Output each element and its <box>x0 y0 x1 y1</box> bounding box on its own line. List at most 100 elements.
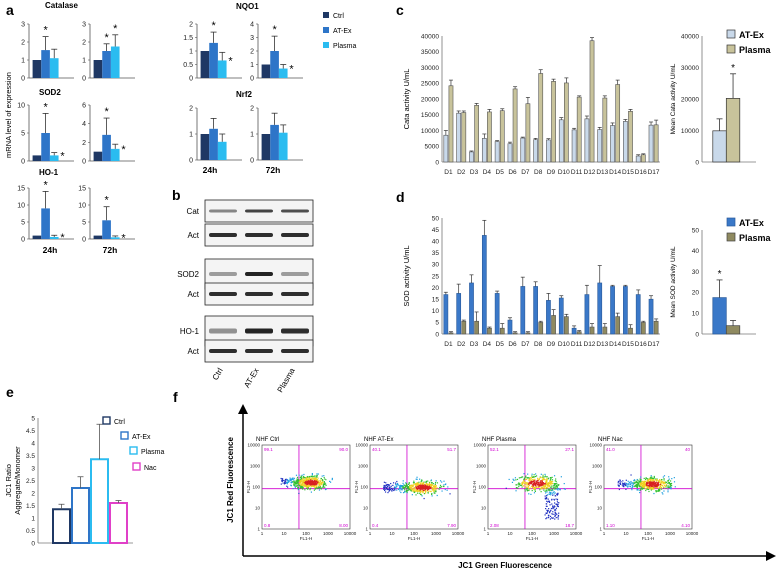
event-dot <box>538 478 540 480</box>
event-dot <box>286 478 289 481</box>
event-dot <box>530 487 532 489</box>
y-tick-label: 1 <box>483 527 486 532</box>
legend-label-ctrl: Ctrl <box>114 419 125 426</box>
event-dot <box>623 484 625 486</box>
event-dot <box>648 478 650 481</box>
y-tick-label: 10 <box>17 203 25 210</box>
event-dot <box>656 478 658 480</box>
event-dot <box>415 488 417 490</box>
event-dot <box>531 484 534 486</box>
event-dot <box>533 481 535 483</box>
event-dot <box>548 511 551 513</box>
event-dot <box>555 498 557 500</box>
y-axis-label: SOD activity U/mL <box>402 245 411 306</box>
event-dot <box>415 486 417 488</box>
event-dot <box>432 486 435 488</box>
event-dot <box>432 488 435 491</box>
event-dot <box>548 514 550 516</box>
event-dot <box>438 488 440 490</box>
y-tick-label: 2 <box>31 490 35 497</box>
blot-row-label: Cat <box>187 207 200 216</box>
event-dot <box>527 477 529 479</box>
y-tick-label: 35000 <box>421 49 439 56</box>
event-dot <box>554 480 556 482</box>
event-dot <box>393 489 395 492</box>
event-dot <box>281 480 284 482</box>
event-dot <box>563 487 565 490</box>
event-dot <box>660 482 662 484</box>
event-dot <box>538 484 541 486</box>
event-dot <box>428 486 430 489</box>
event-dot <box>323 483 326 486</box>
event-dot <box>303 473 305 476</box>
event-dot <box>642 482 644 484</box>
event-dot <box>670 484 672 486</box>
event-dot <box>413 483 415 485</box>
event-dot <box>293 477 295 479</box>
event-dot <box>544 495 546 497</box>
event-dot <box>418 484 420 487</box>
event-dot <box>545 505 547 507</box>
x-tick-label: 10000 <box>570 531 583 536</box>
event-dot <box>301 483 303 485</box>
event-dot <box>329 481 332 483</box>
event-dot <box>318 485 321 487</box>
event-dot <box>642 483 644 486</box>
bar-plasma <box>474 105 479 163</box>
event-dot <box>414 484 417 486</box>
event-dot <box>522 481 524 483</box>
x-axis-name: FL1-H <box>408 536 421 541</box>
event-dot <box>427 490 429 493</box>
event-dot <box>540 491 542 493</box>
y-tick-label: 2.5 <box>26 478 35 485</box>
event-dot <box>430 482 433 484</box>
bar-plasma <box>551 81 556 163</box>
event-dot <box>302 482 304 484</box>
event-dot <box>517 487 519 489</box>
event-dot <box>667 489 669 491</box>
event-dot <box>309 479 312 481</box>
event-dot <box>289 479 292 481</box>
event-dot <box>435 485 438 487</box>
event-dot <box>434 483 436 485</box>
event-dot <box>541 477 543 479</box>
event-dot <box>542 474 544 476</box>
event-dot <box>282 482 284 484</box>
event-dot <box>671 478 673 480</box>
y-arrow-head <box>238 404 248 414</box>
quadrant-ur-value: 51.7 <box>447 447 456 452</box>
event-dot <box>667 483 669 485</box>
event-dot <box>414 490 416 492</box>
event-dot <box>430 484 432 486</box>
event-dot <box>315 483 317 485</box>
event-dot <box>522 482 524 484</box>
event-dot <box>537 486 539 488</box>
event-dot <box>311 484 313 486</box>
event-dot <box>418 487 420 489</box>
category-label: D2 <box>457 169 466 176</box>
event-dot <box>294 485 296 487</box>
event-dot <box>631 482 633 484</box>
event-dot <box>401 485 404 487</box>
event-dot <box>420 480 422 483</box>
event-dot <box>441 481 443 483</box>
event-dot <box>388 484 390 486</box>
event-dot <box>662 476 664 478</box>
event-dot <box>428 484 430 486</box>
event-dot <box>309 484 311 486</box>
event-dot <box>302 487 304 489</box>
category-label: D13 <box>596 169 608 176</box>
event-dot <box>409 485 411 487</box>
event-dot <box>546 509 548 511</box>
event-dot <box>303 485 306 487</box>
event-dot <box>531 473 533 475</box>
event-dot <box>639 484 641 486</box>
event-dot <box>383 488 386 490</box>
event-dot <box>530 493 532 495</box>
event-dot <box>404 490 406 492</box>
y-tick-label: 5 <box>21 220 25 227</box>
event-dot <box>636 481 638 484</box>
event-dot <box>324 486 326 488</box>
